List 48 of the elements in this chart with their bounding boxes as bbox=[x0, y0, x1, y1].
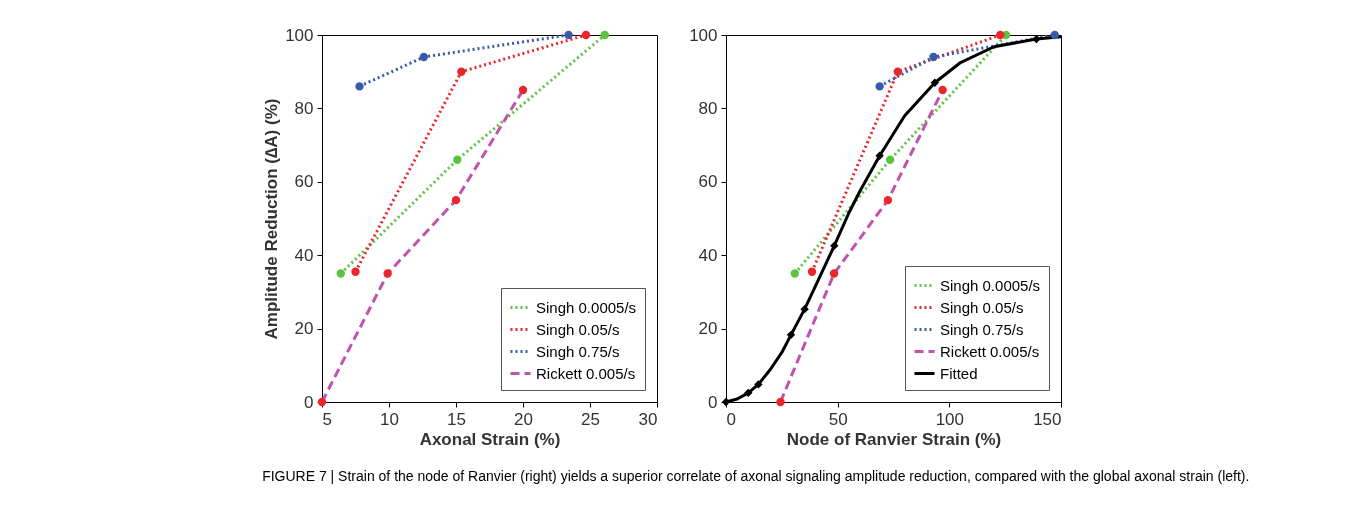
point bbox=[336, 269, 345, 278]
x-tick-label: 10 bbox=[380, 409, 399, 429]
y-tick-label: 60 bbox=[698, 172, 718, 192]
point bbox=[451, 195, 461, 205]
legend-label: Fitted bbox=[940, 364, 978, 382]
point bbox=[581, 30, 591, 40]
x-tick-label: 50 bbox=[828, 409, 848, 429]
y-tick-label: 40 bbox=[294, 245, 314, 265]
y-tick-label: 20 bbox=[294, 319, 314, 339]
x-tick-label: 30 bbox=[638, 409, 658, 429]
y-tick-label: 80 bbox=[698, 98, 718, 118]
legend-label: Singh 0.75/s bbox=[536, 342, 620, 360]
point bbox=[355, 82, 364, 91]
point bbox=[419, 52, 429, 62]
y-tick-label: 60 bbox=[294, 172, 314, 192]
point bbox=[600, 30, 609, 40]
y-tick-label: 0 bbox=[304, 392, 314, 412]
x-tick-label: 20 bbox=[514, 409, 533, 429]
x-tick-label: 15 bbox=[447, 409, 466, 429]
point bbox=[457, 67, 466, 76]
y-tick-label: 20 bbox=[698, 319, 718, 339]
legend-label: Rickett 0.005/s bbox=[940, 342, 1040, 360]
y-tick-label: 80 bbox=[294, 98, 314, 118]
legend-label: Singh 0.0005/s bbox=[536, 298, 637, 316]
x-axis-title: Axonal Strain (%) bbox=[419, 429, 561, 449]
legend-label: Singh 0.05/s bbox=[940, 298, 1024, 316]
x-tick-label: 100 bbox=[935, 409, 965, 429]
point bbox=[383, 269, 392, 278]
point bbox=[317, 397, 327, 407]
y-tick-label: 100 bbox=[689, 25, 718, 45]
y-tick-label: 0 bbox=[708, 392, 718, 412]
x-tick-label: 5 bbox=[322, 409, 332, 429]
y-tick-label: 100 bbox=[285, 25, 314, 45]
point bbox=[453, 155, 462, 164]
point bbox=[351, 267, 360, 276]
legend-label: Rickett 0.005/s bbox=[536, 364, 636, 382]
point bbox=[518, 85, 528, 95]
x-tick-label: 150 bbox=[1033, 409, 1062, 429]
legend-label: Singh 0.75/s bbox=[940, 320, 1024, 338]
x-tick-label: 25 bbox=[581, 409, 600, 429]
x-tick-label: 0 bbox=[726, 409, 736, 429]
caption: FIGURE 7 | Strain of the node of Ranvier (right) yields a superior correlate of axonal signaling amplitude reduction, compared with the global axonal strain (left). bbox=[262, 467, 1250, 484]
legend-label: Singh 0.0005/s bbox=[940, 276, 1041, 294]
x-axis-title: Node of Ranvier Strain (%) bbox=[786, 429, 1002, 449]
legend-label: Singh 0.05/s bbox=[536, 320, 620, 338]
point bbox=[564, 30, 573, 40]
y-tick-label: 40 bbox=[698, 245, 718, 265]
y-axis-title: Amplitude Reduction (∆A) (%) bbox=[262, 98, 282, 340]
